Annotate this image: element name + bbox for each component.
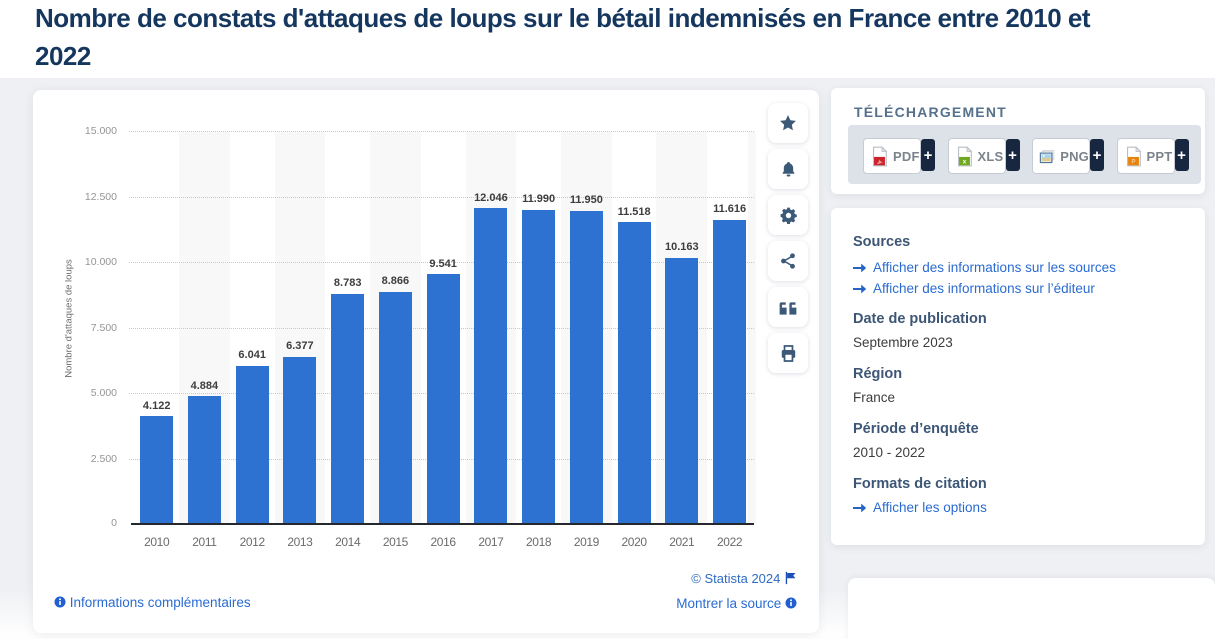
svg-text:x: x xyxy=(962,158,966,165)
svg-text:P: P xyxy=(1131,159,1135,165)
